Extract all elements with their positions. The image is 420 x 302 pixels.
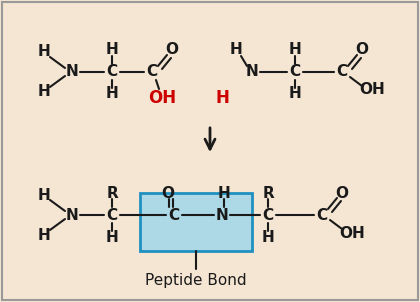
- Text: N: N: [215, 207, 228, 223]
- Text: H: H: [289, 86, 302, 101]
- Text: H: H: [218, 185, 231, 201]
- Text: H: H: [105, 86, 118, 101]
- Text: N: N: [66, 65, 79, 79]
- Text: H: H: [230, 43, 242, 57]
- Text: H: H: [105, 43, 118, 57]
- Text: O: O: [355, 43, 368, 57]
- Text: O: O: [165, 43, 178, 57]
- Text: C: C: [262, 207, 273, 223]
- Text: N: N: [246, 65, 258, 79]
- Text: R: R: [106, 185, 118, 201]
- Text: OH: OH: [339, 226, 365, 240]
- Text: C: C: [316, 207, 328, 223]
- Bar: [140, 193, 252, 251]
- Text: O: O: [336, 185, 349, 201]
- Text: H: H: [38, 85, 50, 99]
- Text: H: H: [215, 89, 229, 107]
- Text: OH: OH: [148, 89, 176, 107]
- Text: C: C: [106, 65, 118, 79]
- Text: Peptide Bond: Peptide Bond: [145, 274, 247, 288]
- Text: C: C: [168, 207, 180, 223]
- Text: C: C: [147, 65, 158, 79]
- Text: C: C: [289, 65, 301, 79]
- Text: C: C: [106, 207, 118, 223]
- Text: H: H: [262, 230, 274, 245]
- Text: H: H: [289, 43, 302, 57]
- Text: OH: OH: [359, 82, 385, 98]
- Text: N: N: [66, 207, 79, 223]
- Text: C: C: [336, 65, 348, 79]
- Text: H: H: [38, 227, 50, 243]
- Text: H: H: [38, 44, 50, 59]
- Text: R: R: [262, 185, 274, 201]
- Text: H: H: [38, 188, 50, 203]
- Text: H: H: [105, 230, 118, 245]
- Text: O: O: [162, 185, 174, 201]
